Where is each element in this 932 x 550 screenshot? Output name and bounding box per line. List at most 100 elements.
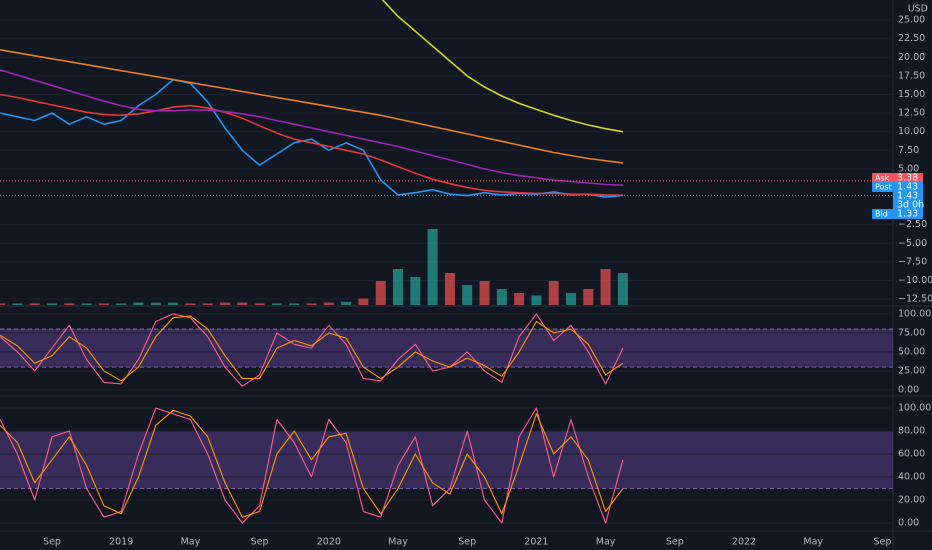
y-tick-label: 100.00 — [898, 308, 931, 319]
series-line — [0, 407, 624, 524]
volume-bar — [583, 289, 594, 305]
y-tick-label: −5.00 — [898, 238, 927, 249]
volume-bar — [29, 303, 40, 305]
y-tick-label: 50.00 — [898, 346, 925, 357]
volume-bar — [375, 281, 386, 305]
countdown: 3d 0h — [897, 200, 924, 211]
series-line — [0, 409, 624, 518]
x-tick-label: 2021 — [524, 537, 548, 548]
volume-bar — [81, 303, 92, 305]
volume-bar — [47, 303, 57, 305]
y-tick-label: 25.00 — [898, 15, 925, 26]
volume-bar — [358, 298, 369, 305]
x-tick-label: May — [803, 537, 823, 548]
volume-bar — [462, 285, 473, 305]
volume-bar — [617, 273, 628, 305]
price-tag — [893, 173, 923, 183]
y-tick-label: −2.50 — [898, 219, 927, 230]
price-tag-name-box — [872, 182, 893, 192]
y-tick-label: 60.00 — [898, 449, 925, 460]
series-line — [0, 313, 624, 387]
x-tick-label: May — [596, 537, 616, 548]
x-tick-label: 2019 — [109, 537, 133, 548]
volume-bar — [185, 303, 196, 305]
y-tick-label: 12.50 — [898, 108, 925, 119]
volume-bar — [410, 277, 421, 305]
price-tag-name-box — [872, 209, 893, 219]
volume-bar — [64, 303, 75, 305]
volume-bar — [98, 303, 109, 305]
price-tag-name-box — [872, 173, 893, 183]
y-tick-label: −7.50 — [898, 256, 927, 267]
x-tick-label: Sep — [458, 537, 476, 548]
x-tick-label: Sep — [666, 537, 684, 548]
series-line — [0, 69, 623, 186]
volume-bar — [393, 269, 403, 305]
volume-bar — [12, 303, 23, 305]
y-tick-label: 0.00 — [898, 517, 919, 528]
volume-bar — [444, 273, 455, 305]
currency: USD — [908, 4, 928, 15]
volume-bar — [548, 281, 559, 305]
y-tick-label: 25.00 — [898, 365, 925, 376]
volume-bar — [220, 302, 230, 305]
pane — [0, 313, 893, 391]
y-tick-label: −12.50 — [898, 294, 932, 305]
band — [0, 431, 893, 489]
band — [0, 329, 893, 368]
y-tick-label: 80.00 — [898, 426, 925, 437]
price-tag-name: Ask — [875, 174, 890, 183]
volume-bar — [237, 302, 248, 305]
y-tick-label: 5.00 — [898, 163, 919, 174]
price-tag-value: 1.33 — [897, 209, 918, 220]
volume-bar — [133, 302, 144, 305]
y-tick-label: 10.00 — [898, 126, 925, 137]
x-tick-label: May — [388, 537, 408, 548]
series-line — [381, 0, 624, 133]
x-tick-label: May — [181, 537, 201, 548]
y-tick-label: −10.00 — [898, 275, 932, 286]
volume-bar — [496, 289, 507, 305]
volume-bar — [289, 303, 300, 305]
volume-bar — [427, 229, 438, 305]
pane — [0, 229, 628, 305]
x-tick-label: 2020 — [317, 537, 341, 548]
y-tick-label: 20.00 — [898, 494, 925, 505]
price-tag — [893, 191, 923, 210]
volume-bar — [202, 303, 213, 305]
y-tick-label: 7.50 — [898, 145, 919, 156]
pane — [0, 0, 893, 300]
volume-bar — [531, 295, 542, 305]
price-tag-value: 3.38 — [897, 173, 918, 184]
x-tick-label: 2022 — [732, 537, 756, 548]
price-tag-name: Post — [875, 183, 892, 192]
y-tick-label: 0.00 — [898, 384, 919, 395]
y-tick-label: 20.00 — [898, 52, 925, 63]
y-tick-label: 17.50 — [898, 70, 925, 81]
price-tag — [893, 182, 923, 192]
series-line — [0, 315, 624, 382]
volume-bar — [150, 302, 161, 305]
price-tag-value: 1.43 — [897, 191, 918, 202]
volume-bar — [514, 293, 525, 305]
volume-bar — [306, 303, 317, 305]
x-tick-label: Sep — [873, 537, 891, 548]
volume-bar — [116, 303, 127, 305]
series-line — [0, 93, 623, 197]
volume-bar — [168, 302, 179, 305]
x-tick-label: Sep — [43, 537, 61, 548]
price-tag-name: Bid — [875, 210, 888, 219]
volume-bar — [323, 302, 334, 305]
y-tick-label: 15.00 — [898, 89, 925, 100]
volume-bar — [600, 269, 611, 305]
volume-bar — [479, 281, 490, 305]
price-tag — [893, 209, 923, 219]
pane — [0, 407, 893, 524]
y-tick-label: 22.50 — [898, 33, 925, 44]
series-line — [0, 49, 624, 164]
y-tick-label: 100.00 — [898, 403, 931, 414]
volume-bar — [271, 303, 282, 305]
volume-bar — [254, 303, 265, 305]
